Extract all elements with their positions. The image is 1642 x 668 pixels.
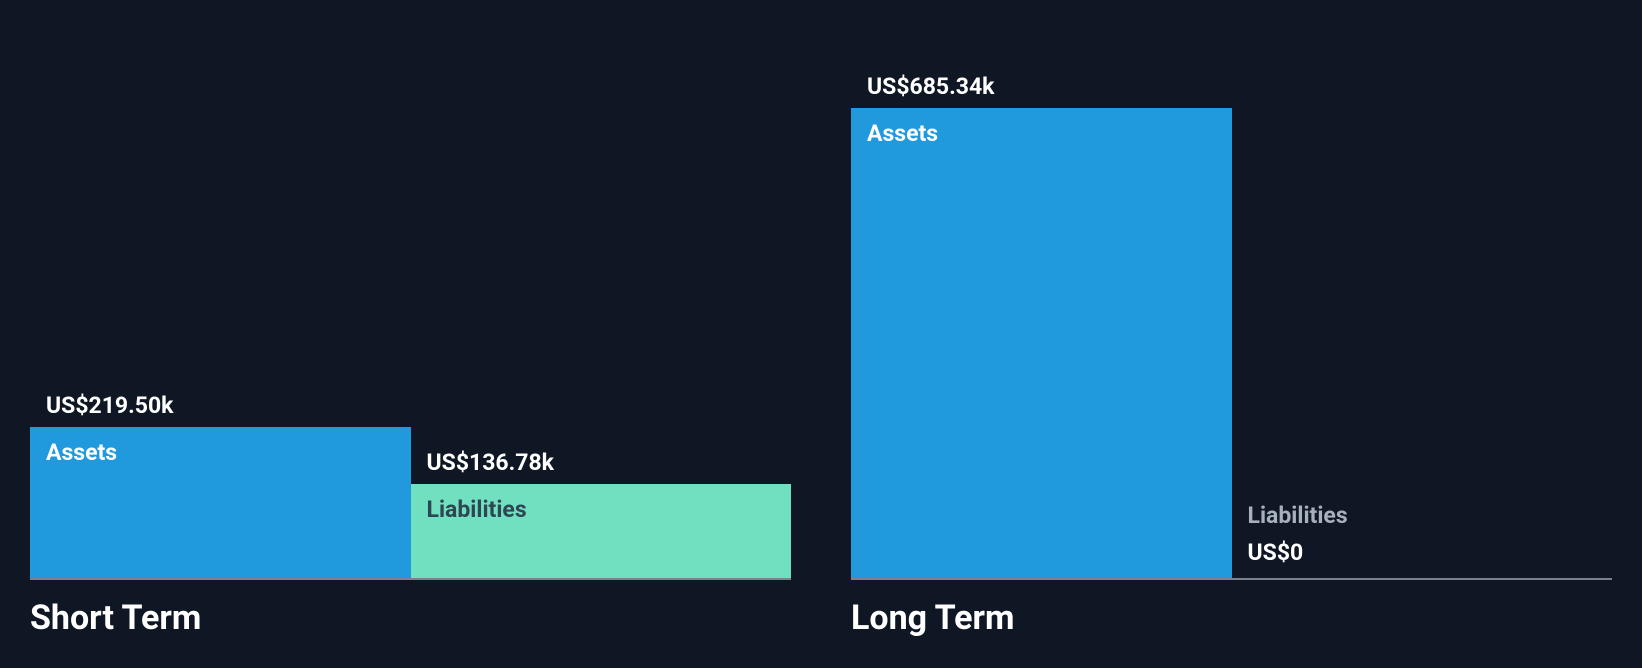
value-label: US$685.34k bbox=[851, 73, 1232, 100]
bar-label-outside: Liabilities bbox=[1232, 502, 1613, 529]
balance-chart: US$219.50k Assets US$136.78k Liabilities… bbox=[0, 0, 1642, 668]
plot-area-long-term: US$685.34k Assets Liabilities US$0 bbox=[851, 0, 1612, 580]
axis-title-short-term: Short Term bbox=[30, 598, 791, 638]
bar-label: Assets bbox=[867, 120, 1216, 147]
bar-short-assets: Assets bbox=[30, 427, 411, 578]
bar-label: Liabilities bbox=[427, 496, 776, 523]
bar-long-assets: Assets bbox=[851, 108, 1232, 578]
value-label: US$0 bbox=[1232, 539, 1613, 566]
panel-short-term: US$219.50k Assets US$136.78k Liabilities… bbox=[30, 0, 791, 638]
bar-wrapper-long-assets: US$685.34k Assets bbox=[851, 0, 1232, 578]
plot-area-short-term: US$219.50k Assets US$136.78k Liabilities bbox=[30, 0, 791, 580]
value-label: US$219.50k bbox=[30, 392, 411, 419]
bar-short-liabilities: Liabilities bbox=[411, 484, 792, 578]
panel-long-term: US$685.34k Assets Liabilities US$0 Long … bbox=[851, 0, 1612, 638]
axis-title-long-term: Long Term bbox=[851, 598, 1612, 638]
value-label: US$136.78k bbox=[411, 449, 792, 476]
bar-wrapper-long-liabilities: Liabilities US$0 bbox=[1232, 0, 1613, 578]
bar-label: Assets bbox=[46, 439, 395, 466]
bar-wrapper-short-liabilities: US$136.78k Liabilities bbox=[411, 0, 792, 578]
bar-wrapper-short-assets: US$219.50k Assets bbox=[30, 0, 411, 578]
